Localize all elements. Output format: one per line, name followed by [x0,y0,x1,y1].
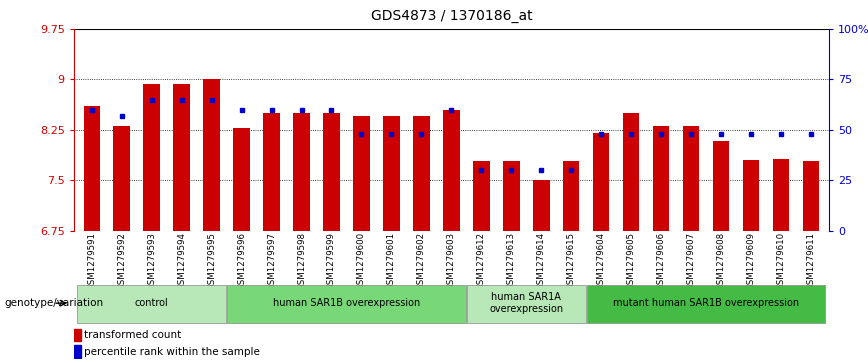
Text: control: control [135,298,168,308]
Text: GSM1279603: GSM1279603 [447,232,456,290]
Text: GSM1279595: GSM1279595 [207,232,216,290]
Text: human SAR1A
overexpression: human SAR1A overexpression [490,292,563,314]
Text: GSM1279601: GSM1279601 [387,232,396,290]
Bar [353,116,370,231]
Text: transformed count: transformed count [83,330,181,340]
Bar [413,116,430,231]
Bar [83,106,100,231]
Text: GSM1279609: GSM1279609 [746,232,755,290]
Text: GSM1279613: GSM1279613 [507,232,516,290]
Bar [293,113,310,231]
Bar [323,113,339,231]
Bar [74,345,81,358]
Bar [683,126,700,231]
Text: percentile rank within the sample: percentile rank within the sample [83,347,260,356]
Text: GSM1279610: GSM1279610 [777,232,786,290]
Bar [233,128,250,231]
Bar [203,79,220,231]
Text: GSM1279607: GSM1279607 [687,232,695,290]
Bar [563,161,580,231]
Text: mutant human SAR1B overexpression: mutant human SAR1B overexpression [613,298,799,308]
Bar [74,329,81,341]
Bar [383,116,399,231]
Bar [713,141,729,231]
Bar [623,113,640,231]
Text: GSM1279593: GSM1279593 [148,232,156,290]
Bar [263,113,279,231]
Bar [227,285,466,323]
Bar [114,126,130,231]
Bar [503,161,520,231]
Text: GSM1279612: GSM1279612 [477,232,486,290]
Text: GSM1279594: GSM1279594 [177,232,186,290]
Bar [593,133,609,231]
Text: GSM1279614: GSM1279614 [536,232,546,290]
Bar [653,126,669,231]
Text: GSM1279615: GSM1279615 [567,232,575,290]
Text: GSM1279604: GSM1279604 [596,232,606,290]
Text: GSM1279599: GSM1279599 [327,232,336,290]
Text: GSM1279591: GSM1279591 [88,232,96,290]
Bar [77,285,226,323]
Bar [587,285,825,323]
Text: GSM1279605: GSM1279605 [627,232,635,290]
Bar [174,84,190,231]
Bar [444,110,459,231]
Bar [473,161,490,231]
Text: human SAR1B overexpression: human SAR1B overexpression [273,298,420,308]
Text: GSM1279608: GSM1279608 [717,232,726,290]
Text: GSM1279611: GSM1279611 [806,232,815,290]
Bar [803,161,819,231]
Bar [773,159,789,231]
Bar [743,160,760,231]
Text: GSM1279600: GSM1279600 [357,232,366,290]
Bar [533,180,549,231]
Text: GSM1279606: GSM1279606 [656,232,666,290]
Bar [467,285,586,323]
Bar [143,84,160,231]
Text: GDS4873 / 1370186_at: GDS4873 / 1370186_at [371,9,532,23]
Text: GSM1279598: GSM1279598 [297,232,306,290]
Text: GSM1279602: GSM1279602 [417,232,426,290]
Text: GSM1279592: GSM1279592 [117,232,126,290]
Text: genotype/variation: genotype/variation [4,298,103,308]
Text: GSM1279597: GSM1279597 [267,232,276,290]
Text: GSM1279596: GSM1279596 [237,232,247,290]
